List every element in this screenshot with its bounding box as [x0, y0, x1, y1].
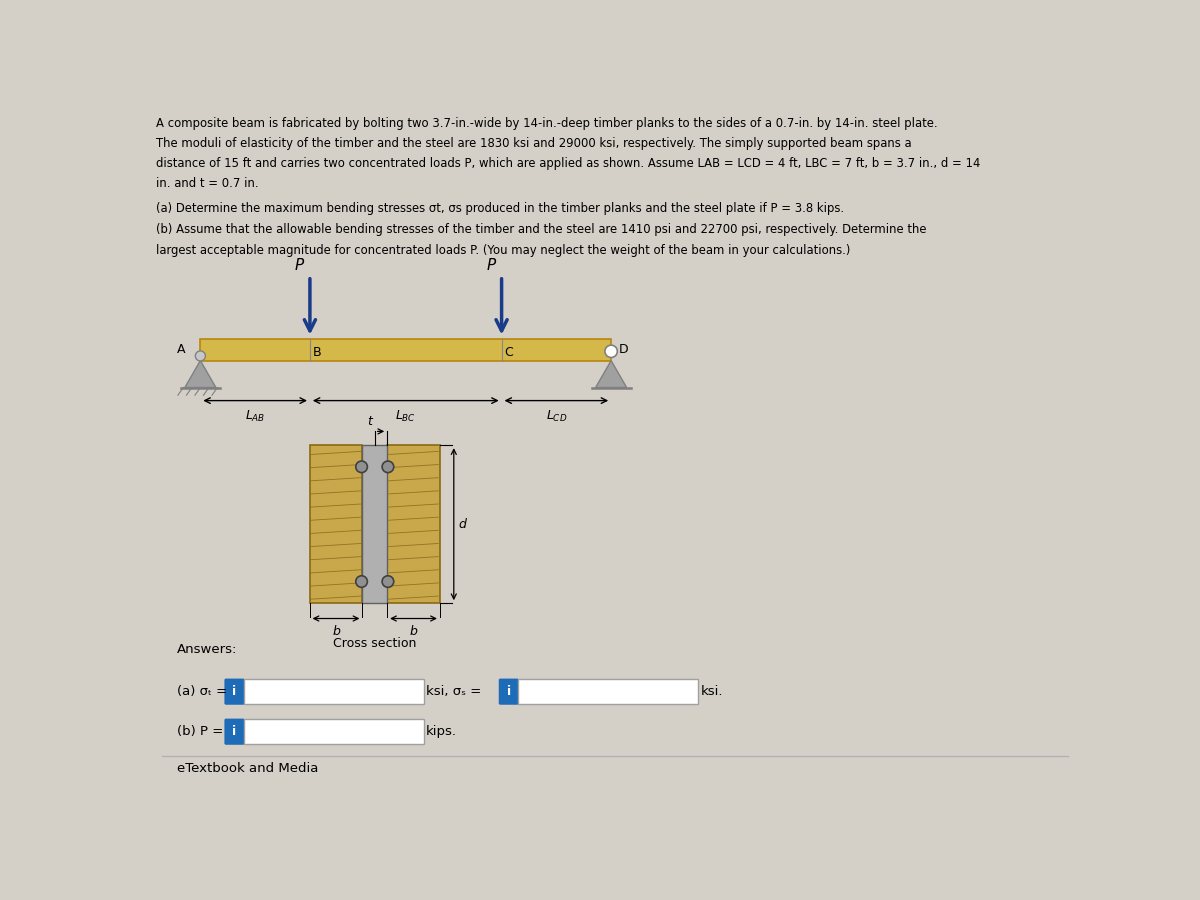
Text: (b) P =: (b) P = — [178, 725, 223, 738]
Polygon shape — [185, 361, 216, 388]
Text: A: A — [176, 343, 185, 356]
Bar — [200, 339, 611, 361]
Text: distance of 15 ft and carries two concentrated loads P, which are applied as sho: distance of 15 ft and carries two concen… — [156, 158, 980, 170]
Text: kips.: kips. — [426, 725, 457, 738]
FancyBboxPatch shape — [499, 679, 518, 705]
FancyBboxPatch shape — [244, 719, 424, 744]
Text: $L_{AB}$: $L_{AB}$ — [245, 410, 265, 424]
Text: P: P — [486, 257, 496, 273]
Text: i: i — [233, 725, 236, 738]
Text: The moduli of elasticity of the timber and the steel are 1830 ksi and 29000 ksi,: The moduli of elasticity of the timber a… — [156, 138, 912, 150]
Text: $L_{CD}$: $L_{CD}$ — [546, 410, 568, 424]
Bar — [388, 446, 440, 603]
Circle shape — [382, 576, 394, 588]
FancyBboxPatch shape — [518, 680, 698, 704]
Text: i: i — [506, 685, 511, 698]
Text: eTextbook and Media: eTextbook and Media — [178, 762, 318, 775]
Text: P: P — [294, 257, 304, 273]
Text: (a) σₜ =: (a) σₜ = — [178, 685, 227, 698]
Text: largest acceptable magnitude for concentrated loads P. (You may neglect the weig: largest acceptable magnitude for concent… — [156, 244, 851, 256]
Text: Answers:: Answers: — [178, 644, 238, 656]
Text: Cross section: Cross section — [334, 637, 416, 650]
Text: t: t — [367, 415, 372, 428]
Bar — [362, 446, 388, 603]
Circle shape — [605, 346, 617, 357]
Text: C: C — [505, 346, 514, 359]
Text: (a) Determine the maximum bending stresses σt, σs produced in the timber planks : (a) Determine the maximum bending stress… — [156, 202, 845, 215]
Text: ksi, σₛ =: ksi, σₛ = — [426, 685, 481, 698]
FancyBboxPatch shape — [224, 679, 245, 705]
Text: D: D — [619, 343, 629, 356]
Polygon shape — [595, 361, 626, 388]
Text: A composite beam is fabricated by bolting two 3.7-in.-wide by 14-in.-deep timber: A composite beam is fabricated by boltin… — [156, 117, 938, 130]
Text: i: i — [233, 685, 236, 698]
Text: b: b — [332, 625, 340, 638]
Text: in. and t = 0.7 in.: in. and t = 0.7 in. — [156, 177, 259, 190]
FancyBboxPatch shape — [224, 718, 245, 745]
Circle shape — [382, 461, 394, 472]
Text: ksi.: ksi. — [701, 685, 722, 698]
Text: B: B — [313, 346, 322, 359]
Text: d: d — [458, 518, 467, 531]
Circle shape — [355, 576, 367, 588]
Text: $L_{BC}$: $L_{BC}$ — [395, 410, 416, 424]
Circle shape — [196, 351, 205, 361]
Text: b: b — [409, 625, 418, 638]
FancyBboxPatch shape — [244, 680, 424, 704]
Text: (b) Assume that the allowable bending stresses of the timber and the steel are 1: (b) Assume that the allowable bending st… — [156, 223, 926, 237]
Bar — [310, 446, 362, 603]
Circle shape — [355, 461, 367, 472]
